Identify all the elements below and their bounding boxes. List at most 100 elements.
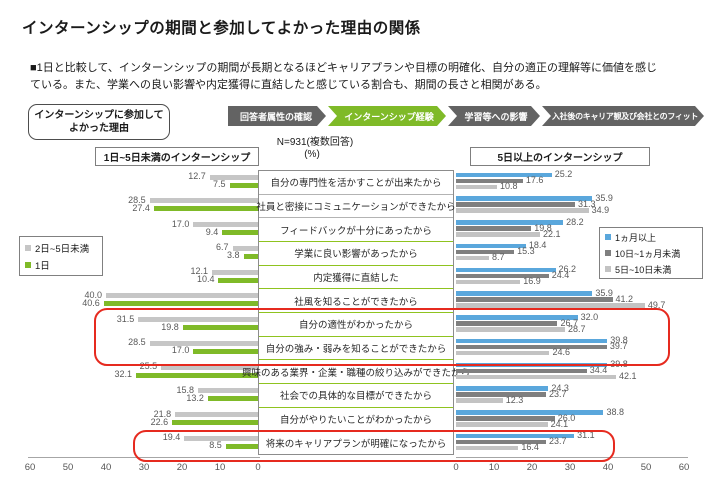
bar-l0 — [209, 174, 258, 180]
bar-value-label: 8.5 — [209, 440, 222, 451]
bar-l0 — [138, 317, 258, 322]
axis-tick: 60 — [24, 462, 36, 473]
chart-row: 28.2 19.8 22.1 — [456, 217, 690, 242]
legend-item: 2日~5日未満 — [25, 241, 97, 255]
legend-label: 2日~5日未満 — [35, 243, 90, 255]
legend-swatch-icon — [605, 250, 611, 256]
breadcrumb-step-4: 入社後のキャリア観及び会社とのフィット — [542, 106, 704, 126]
bar-value-label: 9.4 — [205, 226, 219, 237]
category-label: 内定獲得に直結した — [259, 264, 453, 289]
bar-r0 — [456, 433, 575, 439]
bar-value-label: 3.8 — [227, 250, 240, 261]
legend-label: 10日~1ヵ月未満 — [615, 248, 681, 259]
chart-row: 24.3 23.7 12.3 — [456, 383, 690, 408]
right-axis-line — [456, 457, 688, 458]
bar-value-label: 15.8 — [176, 384, 194, 395]
bar-value-label: 24.4 — [551, 270, 570, 280]
legend-item: 5日~10日未満 — [605, 263, 697, 276]
bar-l1 — [153, 206, 258, 212]
bar-r1 — [456, 178, 523, 183]
bar-value-label: 18.4 — [528, 240, 547, 251]
axis-tick: 10 — [214, 462, 226, 473]
chart-row: 40.0 40.6 — [30, 289, 258, 313]
bar-l1 — [207, 396, 258, 402]
chart-row: 35.9 31.3 34.9 — [456, 193, 690, 218]
bar-value-label: 6.7 — [216, 242, 229, 253]
axis-tick: 0 — [453, 462, 459, 473]
breadcrumb-step-1: 回答者属性の確認 — [228, 106, 326, 126]
legend-swatch-icon — [25, 244, 31, 251]
bar-value-label: 26.2 — [558, 264, 577, 274]
chart-row: 26.2 24.4 16.9 — [456, 265, 690, 289]
bar-r1 — [456, 416, 555, 421]
bar-r0 — [456, 291, 593, 296]
bar-r2 — [456, 208, 589, 213]
bar-value-label: 10.8 — [500, 181, 518, 191]
bar-value-label: 31.3 — [577, 198, 596, 209]
bar-l0 — [106, 293, 258, 299]
bar-r1 — [456, 439, 547, 445]
bar-value-label: 32.1 — [114, 369, 133, 379]
bar-r2 — [456, 398, 503, 403]
bar-value-label: 25.5 — [139, 361, 158, 371]
bar-value-label: 28.5 — [128, 194, 146, 205]
axis-tick: 30 — [564, 462, 576, 473]
bar-r0 — [456, 315, 578, 320]
bar-l1 — [222, 230, 258, 235]
left-bar-plot: 12.7 7.5 28.5 27.4 17.0 9.4 6.7 3.8 12.1 10.4 40.0… — [30, 170, 258, 455]
bar-r1 — [456, 368, 587, 373]
bar-r2 — [456, 422, 548, 427]
summary-text: ■1日と比較して、インターンシップの期間が長期となるほどキャリアプランや目標の明… — [30, 62, 657, 91]
bar-value-label: 31.5 — [116, 313, 135, 324]
legend-label: 1ヵ月以上 — [615, 232, 657, 243]
category-label: 社会での具体的な目標ができたから — [259, 383, 453, 407]
category-label: 自分の専門性を活かすことが出来たから — [270, 178, 442, 190]
chart-row: 31.1 23.7 16.4 — [456, 431, 690, 455]
bar-l0 — [193, 222, 258, 227]
bar-r2 — [456, 374, 616, 379]
bar-r0 — [456, 338, 608, 344]
bar-r0 — [456, 386, 549, 391]
category-labels-column: 自分の専門性を活かすことが出来たから 社員と密接にコミュニケーションができたからフ… — [242, 170, 470, 455]
bar-r2 — [456, 232, 540, 237]
axis-tick: 40 — [100, 462, 112, 473]
chart-row: 31.5 19.8 — [30, 313, 258, 337]
category-label: 自分の適性がわかったから — [259, 312, 453, 336]
bar-value-label: 23.7 — [549, 388, 567, 399]
category-label: フィードバックが十分にあったから — [259, 217, 453, 241]
bar-value-label: 39.8 — [610, 335, 628, 346]
bar-value-label: 28.5 — [128, 337, 146, 348]
bar-r0 — [456, 410, 604, 415]
bar-r1 — [456, 249, 515, 255]
bar-r1 — [456, 392, 547, 397]
bar-l1 — [182, 325, 258, 330]
bar-value-label: 23.7 — [549, 436, 567, 447]
bar-value-label: 17.0 — [171, 345, 190, 356]
bar-value-label: 12.1 — [190, 266, 209, 276]
chart-row: 6.7 3.8 — [30, 241, 258, 265]
right-chart-title: 5日以上のインターンシップ — [470, 147, 650, 166]
bar-l0 — [232, 245, 258, 251]
legend-swatch-icon — [605, 266, 611, 272]
bar-r1 — [456, 321, 558, 326]
axis-tick: 60 — [678, 462, 690, 473]
bar-value-label: 19.8 — [534, 222, 552, 233]
bar-l1 — [243, 253, 258, 259]
axis-tick: 10 — [488, 462, 500, 473]
chart-row: 25.5 32.1 — [30, 360, 258, 384]
bar-value-label: 27.4 — [132, 202, 150, 213]
bar-value-label: 21.8 — [153, 408, 172, 419]
left-chart-title: 1日~5日未満のインターンシップ — [95, 147, 259, 166]
bar-value-label: 25.2 — [554, 169, 573, 179]
bar-l0 — [212, 269, 258, 275]
bar-value-label: 16.4 — [521, 442, 539, 453]
bar-l1 — [229, 182, 258, 188]
bar-value-label: 15.3 — [517, 246, 535, 257]
category-label: 学業に良い影響があったから — [259, 241, 453, 265]
bar-value-label: 24.6 — [552, 347, 570, 358]
bar-r0 — [456, 220, 564, 225]
bar-value-label: 26.0 — [557, 412, 576, 423]
right-bar-plot: 25.2 17.6 10.8 35.9 31.3 34.9 28.2 19.8 22.1 18.4… — [456, 170, 690, 455]
bar-value-label: 22.6 — [150, 416, 169, 427]
